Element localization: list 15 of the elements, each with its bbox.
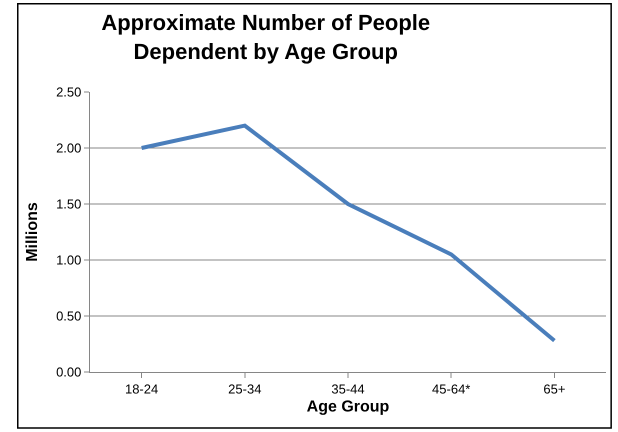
y-axis-title: Millions [24,202,41,262]
x-axis-title: Age Group [306,398,390,416]
y-tick-label: 1.50 [56,196,82,212]
line-series [140,124,556,343]
y-tick-label: 0.00 [56,364,82,380]
x-tick-label: 25-34 [228,382,262,397]
y-tick-label: 0.50 [56,308,82,324]
y-tick-label: 2.50 [56,84,82,100]
x-tick-label: 45-64* [432,382,470,397]
x-tick-label: 65+ [543,382,566,397]
x-tick-label: 35-44 [331,382,365,397]
y-tick-label: 2.00 [56,140,82,156]
chart-title: Approximate Number of People Dependent by Age Group [101,10,430,64]
y-tick-label: 1.00 [56,252,82,268]
x-tick-label: 18-24 [124,382,158,397]
